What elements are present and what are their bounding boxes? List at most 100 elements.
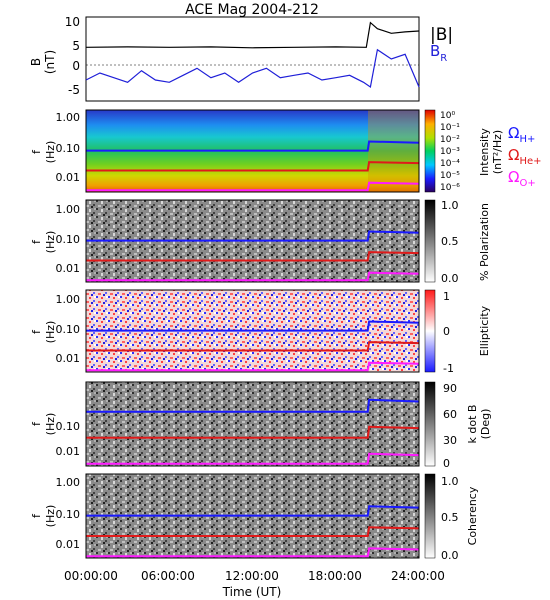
omega-h-line <box>86 320 420 332</box>
f-ytick-label: 0.10 <box>56 233 81 246</box>
coherency-colorbar-label: Coherency <box>466 486 479 545</box>
omega-h-line <box>86 505 420 517</box>
intensity-colorbar-unit: (nT²/Hz) <box>491 130 504 174</box>
b-total-series-line <box>85 21 420 49</box>
b-ytick-label: -5 <box>68 83 80 97</box>
coherency-colorbar-tick: 0.5 <box>441 511 459 524</box>
kdotb-panel: 90 60 30 0 k dot B (Deg) <box>85 381 492 470</box>
ellipticity-colorbar-tick: 0 <box>443 325 450 338</box>
legend-omega-h: ΩH+ <box>508 124 535 145</box>
f-ytick-label: 0.10 <box>56 508 81 521</box>
x-tick-label: 18:00:00 <box>308 569 362 583</box>
kdotb-colorbar-tick: 60 <box>443 408 457 421</box>
polarization-colorbar-label: % Polarization <box>478 203 491 281</box>
intensity-colorbar <box>424 109 436 193</box>
polarization-colorbar-tick: 0.0 <box>441 272 459 285</box>
f-ytick-label: 1.00 <box>56 476 81 489</box>
omega-he-line <box>86 251 420 262</box>
b-axis-label: B <box>29 58 43 66</box>
f-ytick-label: 0.10 <box>56 323 81 336</box>
intensity-colorbar-tick: 10⁰ <box>440 111 455 121</box>
intensity-frame <box>85 109 420 193</box>
polarization-frame <box>85 199 420 283</box>
coherency-colorbar-tick: 0.0 <box>441 549 459 562</box>
x-tick-label: 06:00:00 <box>141 569 195 583</box>
figure-title: ACE Mag 2004-212 <box>185 2 319 18</box>
b-r-series-line <box>85 48 420 89</box>
kdotb-colorbar-tick: 90 <box>443 382 457 395</box>
kdotb-colorbar-label: k dot B <box>466 405 479 444</box>
f-axis-label: f <box>30 239 43 244</box>
omega-o-line <box>86 452 420 465</box>
f-axis-label: f <box>30 149 43 154</box>
coherency-frame <box>85 473 420 559</box>
omega-he-line <box>86 161 420 172</box>
b-ytick-label: 5 <box>72 39 80 53</box>
polarization-panel: 1.0 0.5 0.0 % Polarization <box>85 199 491 285</box>
intensity-colorbar-tick: 10⁻³ <box>440 147 460 157</box>
omega-h-line <box>86 398 420 413</box>
legend-b-r: BR <box>430 42 447 64</box>
omega-he-line <box>86 341 420 352</box>
ellipticity-colorbar-label: Ellipticity <box>478 305 491 356</box>
f-axis-unit: (Hz) <box>44 231 57 254</box>
legend-omega-o: ΩO+ <box>508 168 536 189</box>
f-ytick-label: 0.10 <box>56 142 81 155</box>
f-ytick-label: 1.00 <box>56 111 81 124</box>
x-tick-label: 24:00:00 <box>391 569 445 583</box>
kdotb-colorbar-tick: 0 <box>443 457 450 470</box>
time-axis: 00:00:00 06:00:00 12:00:00 18:00:00 24:0… <box>64 569 445 599</box>
b-panel-frame <box>85 16 420 102</box>
b-axis-unit: (nT) <box>43 50 57 74</box>
frequency-axes: 1.00 0.10 0.01 f (Hz) 1.00 0.10 0.01 f (… <box>30 111 80 551</box>
b-field-panel: 10 5 0 -5 B (nT) |B| BR <box>29 15 453 102</box>
intensity-colorbar-label: Intensity <box>478 128 491 176</box>
coherency-colorbar-tick: 1.0 <box>441 475 459 488</box>
kdotb-colorbar-unit: (Deg) <box>479 409 492 440</box>
f-ytick-label: 0.01 <box>56 445 81 458</box>
x-tick-label: 12:00:00 <box>225 569 279 583</box>
omega-h-line <box>86 140 420 152</box>
omega-o-line <box>86 547 420 558</box>
intensity-panel: 10⁰ 10⁻¹ 10⁻² 10⁻³ 10⁻⁴ 10⁻⁵ 10⁻⁶ Intens… <box>85 109 542 193</box>
intensity-colorbar-tick: 10⁻¹ <box>440 123 460 133</box>
ellipticity-panel: 1 0 -1 Ellipticity <box>85 289 491 375</box>
polarization-colorbar-tick: 1.0 <box>441 199 459 212</box>
ellipticity-colorbar-tick: 1 <box>443 290 450 303</box>
f-axis-label: f <box>30 421 43 426</box>
f-ytick-label: 0.01 <box>56 352 81 365</box>
intensity-colorbar-tick: 10⁻⁶ <box>440 183 460 193</box>
ellipticity-colorbar-tick: -1 <box>443 362 454 375</box>
f-ytick-label: 1.00 <box>56 293 81 306</box>
legend-b-total: |B| <box>430 25 453 45</box>
omega-o-line <box>86 271 420 282</box>
x-axis-title: Time (UT) <box>222 585 282 599</box>
f-ytick-label: 0.10 <box>56 420 81 433</box>
kdotb-colorbar <box>424 381 436 467</box>
ellipticity-colorbar <box>424 289 436 373</box>
b-ytick-label: 0 <box>72 59 80 73</box>
omega-he-line <box>86 526 420 537</box>
b-ytick-label: 10 <box>65 15 80 29</box>
polarization-colorbar <box>424 199 436 283</box>
f-ytick-label: 0.01 <box>56 538 81 551</box>
intensity-colorbar-tick: 10⁻⁵ <box>440 171 460 181</box>
f-axis-label: f <box>30 329 43 334</box>
x-tick-label: 00:00:00 <box>64 569 118 583</box>
intensity-colorbar-tick: 10⁻² <box>440 135 460 145</box>
f-axis-unit: (Hz) <box>44 141 57 164</box>
intensity-colorbar-tick: 10⁻⁴ <box>440 159 460 169</box>
omega-he-line <box>86 425 420 439</box>
f-ytick-label: 0.01 <box>56 262 81 275</box>
coherency-panel: 1.0 0.5 0.0 Coherency <box>85 473 479 562</box>
f-ytick-label: 0.01 <box>56 171 81 184</box>
omega-o-line <box>86 361 420 372</box>
coherency-colorbar <box>424 473 436 559</box>
f-axis-unit: (Hz) <box>44 505 57 528</box>
intensity-disturbed-region <box>368 110 419 192</box>
f-axis-label: f <box>30 513 43 518</box>
ellipticity-frame <box>85 289 420 373</box>
omega-o-line <box>86 181 420 192</box>
f-axis-unit: (Hz) <box>44 321 57 344</box>
kdotb-heatmap <box>86 382 419 466</box>
